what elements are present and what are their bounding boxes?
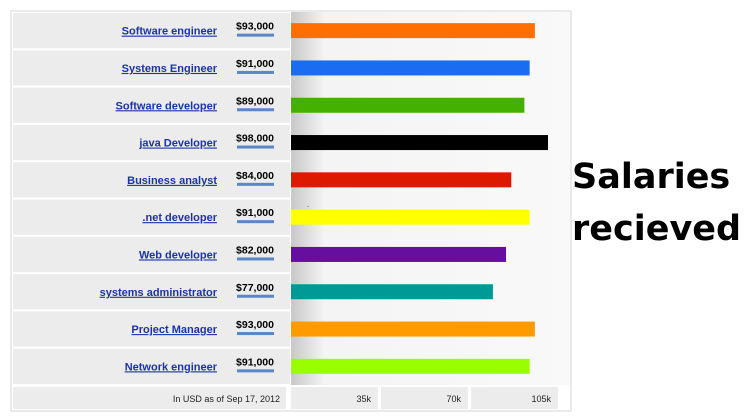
row-label-cell <box>13 50 290 86</box>
salary-bar <box>291 284 493 300</box>
salary-bar <box>291 321 535 337</box>
value-label[interactable]: $98,000 <box>236 133 274 145</box>
value-label[interactable]: $77,000 <box>236 282 274 294</box>
value-label[interactable]: $91,000 <box>236 207 274 219</box>
category-link[interactable]: Project Manager <box>131 324 217 336</box>
x-tick-label: 70k <box>446 394 461 404</box>
salary-bar <box>291 246 507 262</box>
value-label[interactable]: $93,000 <box>236 319 274 331</box>
salary-bar <box>291 172 512 188</box>
value-underline <box>237 145 274 149</box>
category-link[interactable]: Software developer <box>116 100 218 112</box>
category-link[interactable]: systems administrator <box>100 287 218 299</box>
row-label-cell <box>13 87 290 123</box>
value-label[interactable]: $91,000 <box>236 58 274 70</box>
salary-bar <box>291 60 530 76</box>
salary-bar <box>291 209 530 225</box>
row-label-cell <box>13 348 290 384</box>
value-label[interactable]: $91,000 <box>236 356 274 368</box>
heading-salaries: Salaries <box>572 157 731 197</box>
value-underline <box>237 33 274 37</box>
row-label-cell <box>13 162 290 198</box>
value-underline <box>237 220 274 224</box>
footnote-cell <box>13 387 286 409</box>
value-label[interactable]: $84,000 <box>236 170 274 182</box>
value-label[interactable]: $89,000 <box>236 95 274 107</box>
category-link[interactable]: Business analyst <box>127 175 217 187</box>
salary-bar <box>291 358 530 374</box>
x-tick-label: 105k <box>531 394 551 404</box>
category-link[interactable]: Network engineer <box>125 361 218 373</box>
row-label-cell <box>13 13 290 49</box>
value-underline <box>237 332 274 336</box>
salary-bar <box>291 135 548 151</box>
row-label-cell <box>13 274 290 310</box>
category-link[interactable]: Systems Engineer <box>122 63 218 75</box>
tick-cell <box>381 387 468 409</box>
value-underline <box>237 257 274 261</box>
heading-recieved: recieved <box>572 209 742 249</box>
value-underline <box>237 369 274 373</box>
tick-cell <box>291 387 378 409</box>
row-label-cell <box>13 124 290 161</box>
tick-cell <box>471 387 558 409</box>
row-label-cell <box>13 199 290 235</box>
value-label[interactable]: $93,000 <box>236 21 274 33</box>
category-link[interactable]: .net developer <box>142 212 217 224</box>
footnote: In USD as of Sep 17, 2012 <box>173 394 280 404</box>
value-underline <box>237 108 274 112</box>
value-label[interactable]: $82,000 <box>236 244 274 256</box>
row-label-cell <box>13 311 290 347</box>
dot-mark: . <box>307 200 309 209</box>
category-link[interactable]: Software engineer <box>122 26 218 38</box>
value-underline <box>237 294 274 298</box>
category-link[interactable]: Web developer <box>139 249 218 261</box>
salary-bar <box>291 23 535 39</box>
value-underline <box>237 182 274 186</box>
row-label-cell <box>13 236 290 273</box>
x-tick-label: 35k <box>356 394 371 404</box>
category-link[interactable]: java Developer <box>138 138 217 150</box>
value-underline <box>237 70 274 74</box>
salary-bar <box>291 97 525 113</box>
